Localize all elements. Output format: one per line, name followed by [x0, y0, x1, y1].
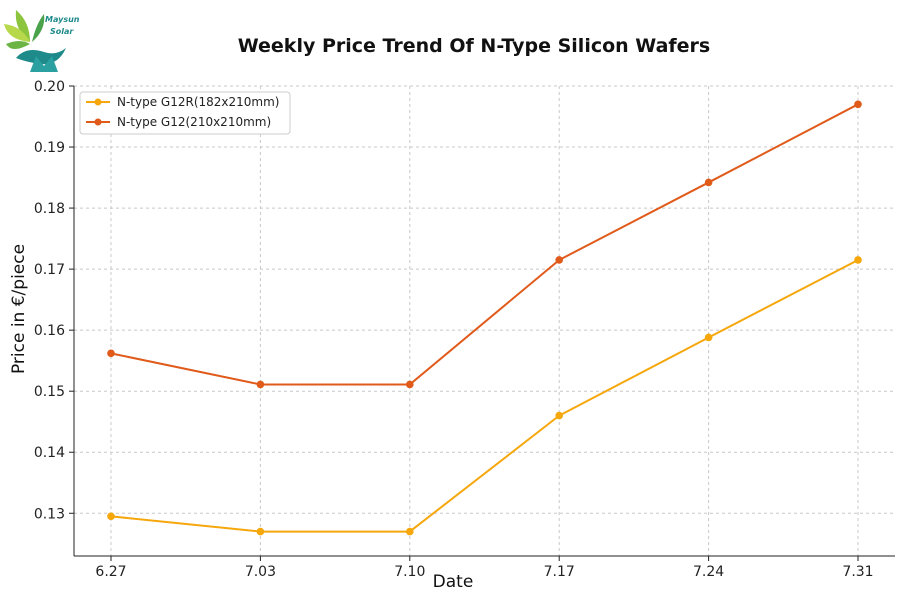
x-tick-label: 7.10 [394, 564, 425, 580]
y-tick-label: 0.20 [34, 79, 65, 95]
x-tick-label: 7.03 [245, 564, 276, 580]
y-tick-label: 0.14 [34, 445, 65, 461]
chart-title: Weekly Price Trend Of N-Type Silicon Waf… [238, 35, 710, 57]
series-0 [107, 256, 862, 536]
y-ticks: 0.13 0.14 0.15 0.16 0.17 0.18 0.19 0.20 [34, 79, 74, 522]
data-point [854, 256, 862, 264]
y-tick-label: 0.19 [34, 140, 65, 156]
legend-box [79, 91, 291, 135]
y-tick-label: 0.13 [34, 506, 65, 522]
logo-leaves-icon [4, 10, 66, 72]
data-point [555, 411, 563, 420]
legend-marker-g12r [94, 98, 102, 106]
y-tick-label: 0.15 [34, 384, 65, 400]
legend-label-g12r: N-type G12R(182x210mm) [117, 95, 280, 109]
y-axis-label: Price in €/piece [9, 244, 29, 374]
series-lines [107, 100, 862, 536]
x-tick-label: 7.24 [693, 564, 724, 580]
legend-label-g12: N-type G12(210x210mm) [117, 115, 271, 129]
data-point [854, 100, 862, 109]
data-point [406, 380, 414, 389]
data-point [256, 527, 265, 536]
y-tick-label: 0.18 [34, 201, 65, 217]
x-ticks: 6.27 7.03 7.10 7.17 7.24 7.31 [95, 556, 874, 580]
x-tick-label: 7.17 [544, 564, 575, 580]
y-tick-label: 0.17 [34, 262, 65, 278]
series-1 [107, 100, 862, 389]
logo-text-line2: Solar [50, 27, 74, 36]
y-tick-label: 0.16 [34, 323, 65, 339]
company-logo: Maysun Solar [4, 10, 80, 72]
legend: N-type G12R(182x210mm) N-type G12(210x21… [79, 91, 291, 135]
x-axis-label: Date [433, 572, 474, 592]
series-line [110, 103, 859, 386]
legend-marker-g12 [94, 118, 102, 126]
x-tick-label: 6.27 [95, 564, 126, 580]
x-tick-label: 7.31 [842, 564, 873, 580]
data-point [107, 349, 115, 358]
legend-item-g12r: N-type G12R(182x210mm) [86, 95, 280, 109]
grid-lines [74, 85, 895, 556]
data-point [704, 178, 713, 187]
series-line [110, 259, 859, 533]
plot-area: 0.13 0.14 0.15 0.16 0.17 0.18 0.19 0.20 6.27 7.0… [34, 79, 895, 580]
logo-text-line1: Maysun [45, 15, 80, 24]
data-point [704, 333, 713, 342]
data-point [555, 256, 563, 264]
legend-item-g12: N-type G12(210x210mm) [86, 115, 271, 129]
data-point [107, 512, 115, 521]
data-point [406, 527, 414, 536]
data-point [256, 380, 265, 389]
axes [73, 86, 895, 557]
